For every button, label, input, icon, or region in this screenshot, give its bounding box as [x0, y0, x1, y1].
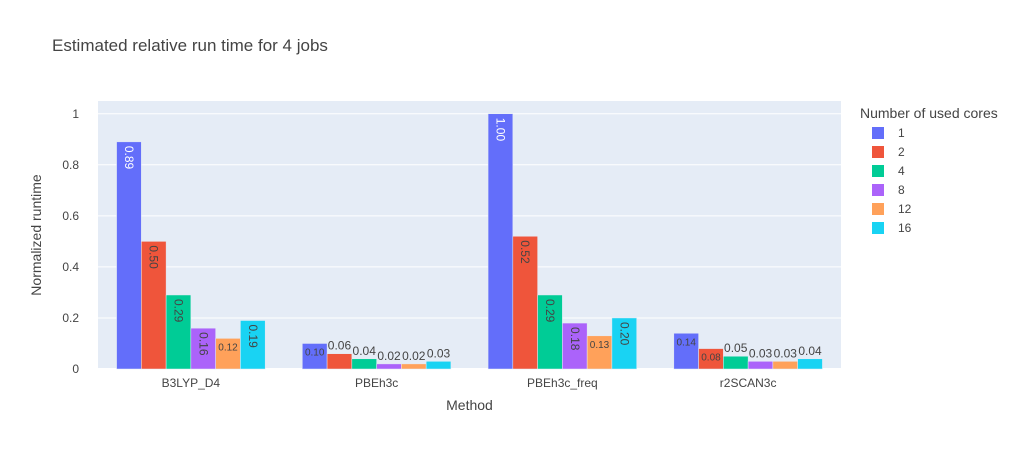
bar-value-label: 0.50: [147, 245, 161, 269]
bar: [673, 333, 699, 370]
bar-value-label: 0.14: [676, 337, 696, 348]
bar-value-label: 0.18: [568, 327, 582, 351]
bar: [512, 236, 538, 370]
y-tick-label: 0.2: [62, 311, 79, 325]
legend-title: Number of used cores: [860, 105, 998, 121]
legend-item-12[interactable]: 12: [872, 202, 912, 216]
bar-labels: 0.890.500.290.16 0.120.190.100.06 0.04 0.02…: [122, 118, 822, 364]
legend-swatch: [872, 203, 884, 215]
bar-value-label: 0.04: [353, 344, 377, 358]
bar: [562, 322, 588, 370]
bar-value-label: 0.03: [749, 346, 773, 360]
bar-value-label: 0.03: [427, 346, 451, 360]
bar: [141, 241, 167, 370]
bar-value-label: 0.13: [590, 340, 610, 351]
y-tick-label: 1: [72, 107, 79, 121]
bar: [215, 338, 241, 370]
bar-value-label: 0.29: [543, 299, 557, 323]
bar: [116, 141, 142, 370]
bar: [240, 320, 266, 370]
y-tick-label: 0: [72, 362, 79, 376]
legend-label: 2: [898, 145, 905, 159]
legend-swatch: [872, 222, 884, 234]
bar-value-label: 0.16: [196, 332, 210, 356]
legend-label: 12: [898, 202, 912, 216]
legend-swatch: [872, 127, 884, 139]
legend-item-8[interactable]: 8: [872, 183, 905, 197]
bar-value-label: 0.02: [377, 349, 401, 363]
bar-value-label: 0.52: [518, 240, 532, 264]
bar: [401, 363, 427, 370]
legend-label: 4: [898, 164, 905, 178]
legend-item-1[interactable]: 1: [872, 126, 905, 140]
bar-value-label: 1.00: [493, 118, 507, 142]
bar: [487, 113, 514, 370]
bar: [326, 353, 353, 370]
y-tick-label: 0.8: [62, 158, 79, 172]
bar: [425, 361, 452, 370]
bar: [537, 294, 563, 370]
bar: [190, 327, 216, 370]
bar: [797, 358, 823, 370]
x-tick-label: PBEh3c: [355, 376, 398, 390]
bar-value-label: 0.89: [122, 146, 136, 170]
bar: [747, 361, 774, 370]
bar-value-label: 0.08: [701, 353, 721, 364]
x-axis-ticks: B3LYP_D4 PBEh3c PBEh3c_freq r2SCAN3c: [162, 376, 777, 390]
bar-value-label: 0.12: [218, 342, 238, 353]
legend-item-16[interactable]: 16: [872, 221, 912, 235]
legend-swatch: [872, 146, 884, 158]
legend-label: 16: [898, 221, 912, 235]
bar: [586, 335, 613, 370]
bar-value-label: 0.05: [724, 341, 748, 355]
y-tick-label: 0.6: [62, 209, 79, 223]
bar: [376, 363, 402, 370]
bar-value-label: 0.04: [798, 344, 822, 358]
bars: [116, 113, 823, 370]
legend-swatch: [872, 184, 884, 196]
bar-value-label: 0.20: [617, 322, 631, 346]
y-axis-ticks: 0 0.2 0.4 0.6 0.8 1: [62, 107, 79, 376]
x-tick-label: r2SCAN3c: [720, 376, 777, 390]
bar: [772, 361, 798, 370]
legend-swatch: [872, 165, 884, 177]
legend-label: 8: [898, 183, 905, 197]
bar: [302, 343, 328, 370]
bar-value-label: 0.10: [305, 347, 325, 358]
y-axis-title: Normalized runtime: [28, 174, 44, 296]
legend-item-2[interactable]: 2: [872, 145, 905, 159]
bar: [611, 317, 637, 370]
legend-item-4[interactable]: 4: [872, 164, 905, 178]
bar: [351, 358, 377, 370]
bar-value-label: 0.02: [402, 349, 426, 363]
x-tick-label: PBEh3c_freq: [527, 376, 598, 390]
x-tick-label: B3LYP_D4: [162, 376, 221, 390]
x-axis-title: Method: [446, 397, 493, 413]
bar: [723, 355, 749, 370]
bar: [165, 294, 192, 370]
y-tick-label: 0.4: [62, 260, 79, 274]
legend-label: 1: [898, 126, 905, 140]
plot-area: [98, 101, 841, 369]
bar-value-label: 0.06: [328, 339, 352, 353]
bar-value-label: 0.29: [171, 299, 185, 323]
bar-value-label: 0.03: [774, 346, 798, 360]
bar-value-label: 0.19: [246, 325, 260, 349]
chart-title: Estimated relative run time for 4 jobs: [52, 36, 328, 55]
